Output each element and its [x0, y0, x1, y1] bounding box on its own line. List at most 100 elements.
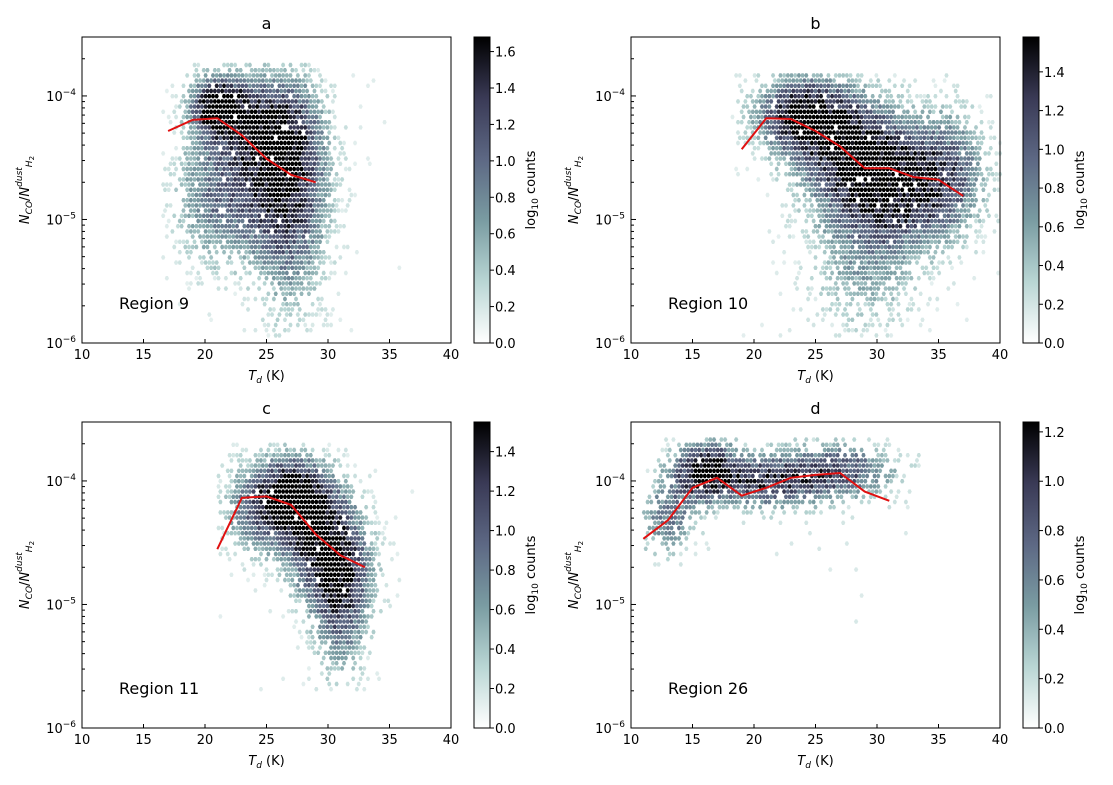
hexbin-cell — [212, 130, 217, 135]
hexbin-cell — [288, 322, 293, 328]
hexbin-cell — [229, 187, 234, 192]
hexbin-cell — [332, 572, 337, 577]
hexbin-cell — [944, 239, 949, 244]
hexbin-cell — [833, 250, 838, 255]
hexbin-cell — [325, 166, 330, 172]
hexbin-cell — [841, 270, 846, 276]
hexbin-cell — [955, 239, 960, 244]
hexbin-cell — [293, 192, 299, 198]
hexbin-cell — [179, 130, 184, 135]
hexbin-cell — [284, 177, 289, 182]
hexbin-cell — [321, 177, 326, 182]
hexbin-cell — [367, 473, 372, 479]
hexbin-cell — [842, 192, 848, 198]
hexbin-cell — [922, 229, 927, 234]
hexbin-cell — [800, 114, 805, 120]
hexbin-cell — [341, 629, 347, 635]
hexbin-cell — [360, 515, 365, 520]
hexbin-cell — [783, 130, 789, 135]
hexbin-cell — [188, 156, 193, 161]
hexbin-cell — [774, 146, 779, 151]
hexbin-cell — [253, 140, 258, 146]
hexbin-cell — [179, 224, 184, 229]
hexbin-cell — [327, 536, 332, 541]
hexbin-cell — [818, 187, 824, 192]
hexbin-cell — [227, 120, 232, 125]
hexbin-cell — [968, 172, 973, 177]
hexbin-cell — [783, 88, 789, 94]
hexbin-cell — [848, 208, 853, 213]
hexbin-cell — [842, 224, 848, 229]
hexbin-cell — [358, 520, 363, 525]
hexbin-cell — [332, 531, 337, 536]
hexbin-cell — [223, 99, 229, 104]
hexbin-cell — [308, 286, 313, 291]
hexbin-cell — [293, 140, 299, 146]
hexbin-cell — [194, 78, 199, 83]
hexbin-cell — [255, 520, 260, 525]
hexbin-cell — [284, 135, 289, 140]
hexbin-cell — [317, 624, 323, 629]
hexbin-cell — [900, 250, 905, 255]
hexbin-cell — [754, 99, 759, 104]
hexbin-cell — [830, 177, 835, 182]
hexbin-cell — [328, 270, 334, 276]
hexbin-cell — [356, 598, 361, 603]
hexbin-cell — [181, 218, 186, 224]
hexbin-cell — [349, 640, 354, 645]
hexbin-cell — [275, 78, 280, 83]
hexbin-cell — [889, 208, 894, 213]
hexbin-cell — [314, 603, 319, 609]
hexbin-cell — [855, 146, 861, 151]
hexbin-cell — [172, 172, 177, 177]
hexbin-cell — [338, 588, 343, 593]
hexbin-cell — [197, 109, 203, 114]
hexbin-cell — [935, 120, 940, 125]
hexbin-cell — [255, 479, 260, 484]
hexbin-cell — [264, 567, 269, 572]
hexbin-cell — [301, 577, 306, 583]
hexbin-cell — [255, 104, 260, 109]
hexbin-cell — [327, 120, 332, 125]
hexbin-cell — [806, 317, 811, 322]
hexbin-cell — [319, 619, 324, 624]
hexbin-cell — [273, 156, 278, 161]
hexbin-cell — [953, 192, 958, 198]
hexbin-cell — [183, 203, 188, 208]
hexbin-cell — [964, 151, 969, 156]
hexbin-cell — [903, 125, 909, 130]
hexbin-cell — [201, 224, 206, 229]
x-axis-label: Td (K) — [797, 369, 833, 386]
hexbin-cell — [212, 78, 217, 83]
hexbin-cell — [336, 593, 341, 598]
hexbin-cell — [247, 489, 252, 494]
hexbin-cell — [275, 494, 280, 499]
hexbin-cell — [365, 614, 371, 619]
hexbin-cell — [255, 468, 260, 473]
hexbin-cell — [227, 161, 232, 166]
hexbin-cell — [293, 213, 299, 218]
hexbin-cell — [190, 224, 195, 229]
hexbin-cell — [811, 218, 816, 224]
hexbin-cell — [877, 146, 883, 151]
hexbin-cell — [328, 645, 334, 650]
hexbin-cell — [304, 286, 310, 291]
hexbin-cell — [194, 213, 199, 218]
hexbin-cell — [330, 463, 336, 468]
hexbin-cell — [338, 598, 343, 603]
hexbin-cell — [323, 161, 328, 166]
hexbin-cell — [220, 192, 225, 198]
hexbin-cell — [249, 213, 254, 218]
hexbin-cell — [251, 489, 256, 494]
hexbin-cell — [905, 161, 910, 166]
hexbin-cell — [935, 140, 940, 146]
hexbin-cell — [284, 166, 289, 172]
hexbin-cell — [822, 187, 827, 192]
hexbin-cell — [922, 166, 927, 172]
hexbin-cell — [323, 525, 328, 531]
hexbin-cell — [809, 161, 814, 166]
hexbin-cell — [813, 172, 818, 177]
hexbin-cell — [271, 286, 276, 291]
hexbin-cell — [319, 151, 324, 156]
hexbin-cell — [297, 536, 302, 541]
